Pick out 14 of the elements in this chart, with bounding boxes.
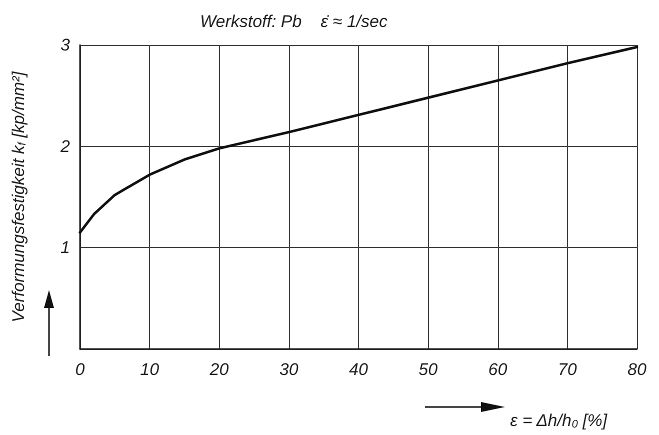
x-tick-label: 30 xyxy=(279,360,299,379)
x-tick-label: 70 xyxy=(558,360,578,379)
x-tick-label: 60 xyxy=(488,360,508,379)
y-axis-title: Verformungsfestigkeit kf [kp/mm²] xyxy=(9,70,28,322)
x-tick-label: 0 xyxy=(75,360,86,379)
chart-title: Werkstoff: Pb ε̇ ≈ 1/sec xyxy=(200,12,388,31)
x-tick-label: 10 xyxy=(140,360,160,379)
x-tick-label: 80 xyxy=(628,360,647,379)
x-tick-label: 20 xyxy=(208,360,230,379)
y-tick-label: 3 xyxy=(60,36,71,54)
x-tick-label: 50 xyxy=(418,360,438,379)
x-tick-label: 40 xyxy=(349,360,368,379)
y-tick-label: 1 xyxy=(60,238,70,258)
y-tick-label: 2 xyxy=(60,136,71,156)
